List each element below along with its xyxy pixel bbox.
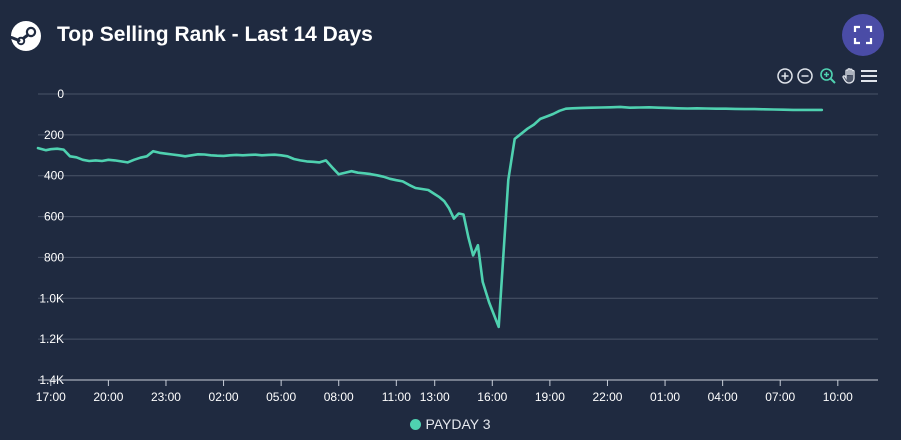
fullscreen-button[interactable] bbox=[842, 14, 884, 56]
legend-marker bbox=[410, 418, 422, 430]
legend-label: PAYDAY 3 bbox=[425, 416, 491, 432]
fullscreen-icon bbox=[853, 25, 873, 45]
pan-hand-icon[interactable] bbox=[841, 67, 859, 85]
zoom-in-icon[interactable] bbox=[776, 67, 794, 85]
y-tick-label: 400 bbox=[44, 169, 64, 183]
x-tick-label: 10:00 bbox=[823, 390, 853, 404]
y-tick-label: 1.2K bbox=[39, 332, 64, 346]
steam-logo-icon bbox=[10, 20, 42, 52]
x-tick-label: 07:00 bbox=[765, 390, 795, 404]
x-tick-label: 11:00 bbox=[382, 390, 411, 404]
x-axis-ticks: 17:00 20:00 23:00 02:00 05:00 08:00 11:00 13:00… bbox=[36, 380, 853, 404]
x-tick-label: 13:00 bbox=[420, 390, 450, 404]
x-tick-label: 23:00 bbox=[151, 390, 181, 404]
selection-zoom-icon[interactable] bbox=[819, 67, 837, 85]
x-tick-label: 16:00 bbox=[477, 390, 507, 404]
y-tick-label: 600 bbox=[44, 210, 64, 224]
x-tick-label: 20:00 bbox=[93, 390, 123, 404]
x-tick-label: 02:00 bbox=[209, 390, 239, 404]
x-tick-label: 17:00 bbox=[36, 390, 66, 404]
legend-item-payday-3[interactable]: PAYDAY 3 bbox=[410, 416, 491, 432]
zoom-out-icon[interactable] bbox=[796, 67, 814, 85]
x-tick-label: 05:00 bbox=[266, 390, 296, 404]
x-tick-label: 04:00 bbox=[708, 390, 738, 404]
chart-title: Top Selling Rank - Last 14 Days bbox=[57, 23, 373, 46]
menu-icon[interactable] bbox=[860, 67, 878, 85]
x-tick-label: 22:00 bbox=[592, 390, 622, 404]
chart-header: Top Selling Rank - Last 14 Days bbox=[0, 0, 901, 70]
series-layer bbox=[36, 105, 824, 329]
chart-legend: PAYDAY 3 bbox=[0, 416, 901, 433]
grid-lines bbox=[38, 93, 878, 340]
series-line-payday-3[interactable] bbox=[36, 105, 824, 329]
x-tick-label: 08:00 bbox=[324, 390, 354, 404]
y-tick-label: 200 bbox=[44, 128, 64, 142]
x-tick-label: 01:00 bbox=[650, 390, 680, 404]
y-tick-label: 0 bbox=[57, 87, 64, 101]
y-tick-label: 1.0K bbox=[39, 291, 64, 305]
x-tick-label: 19:00 bbox=[535, 390, 565, 404]
y-tick-label: 800 bbox=[44, 250, 64, 264]
